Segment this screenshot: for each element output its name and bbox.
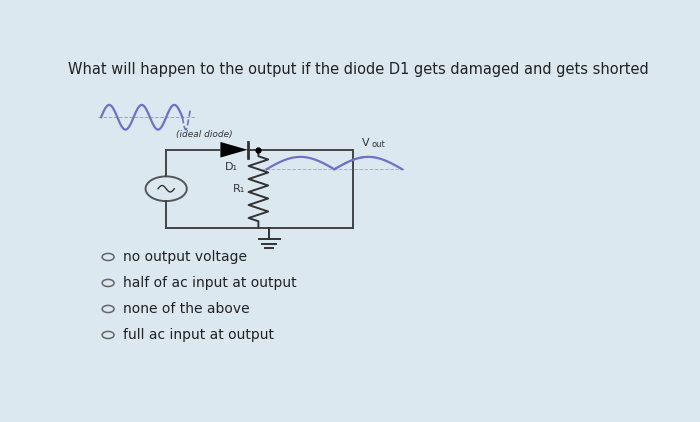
Text: no output voltage: no output voltage: [122, 250, 247, 264]
Text: D₁: D₁: [225, 162, 238, 172]
Text: (ideal diode): (ideal diode): [176, 130, 232, 139]
Polygon shape: [220, 142, 248, 157]
Text: full ac input at output: full ac input at output: [122, 328, 274, 342]
Text: none of the above: none of the above: [122, 302, 249, 316]
Text: out: out: [371, 141, 385, 149]
Text: R₁: R₁: [232, 184, 245, 194]
Text: half of ac input at output: half of ac input at output: [122, 276, 296, 290]
Text: What will happen to the output if the diode D1 gets damaged and gets shorted: What will happen to the output if the di…: [69, 62, 649, 77]
Text: V: V: [361, 138, 369, 148]
